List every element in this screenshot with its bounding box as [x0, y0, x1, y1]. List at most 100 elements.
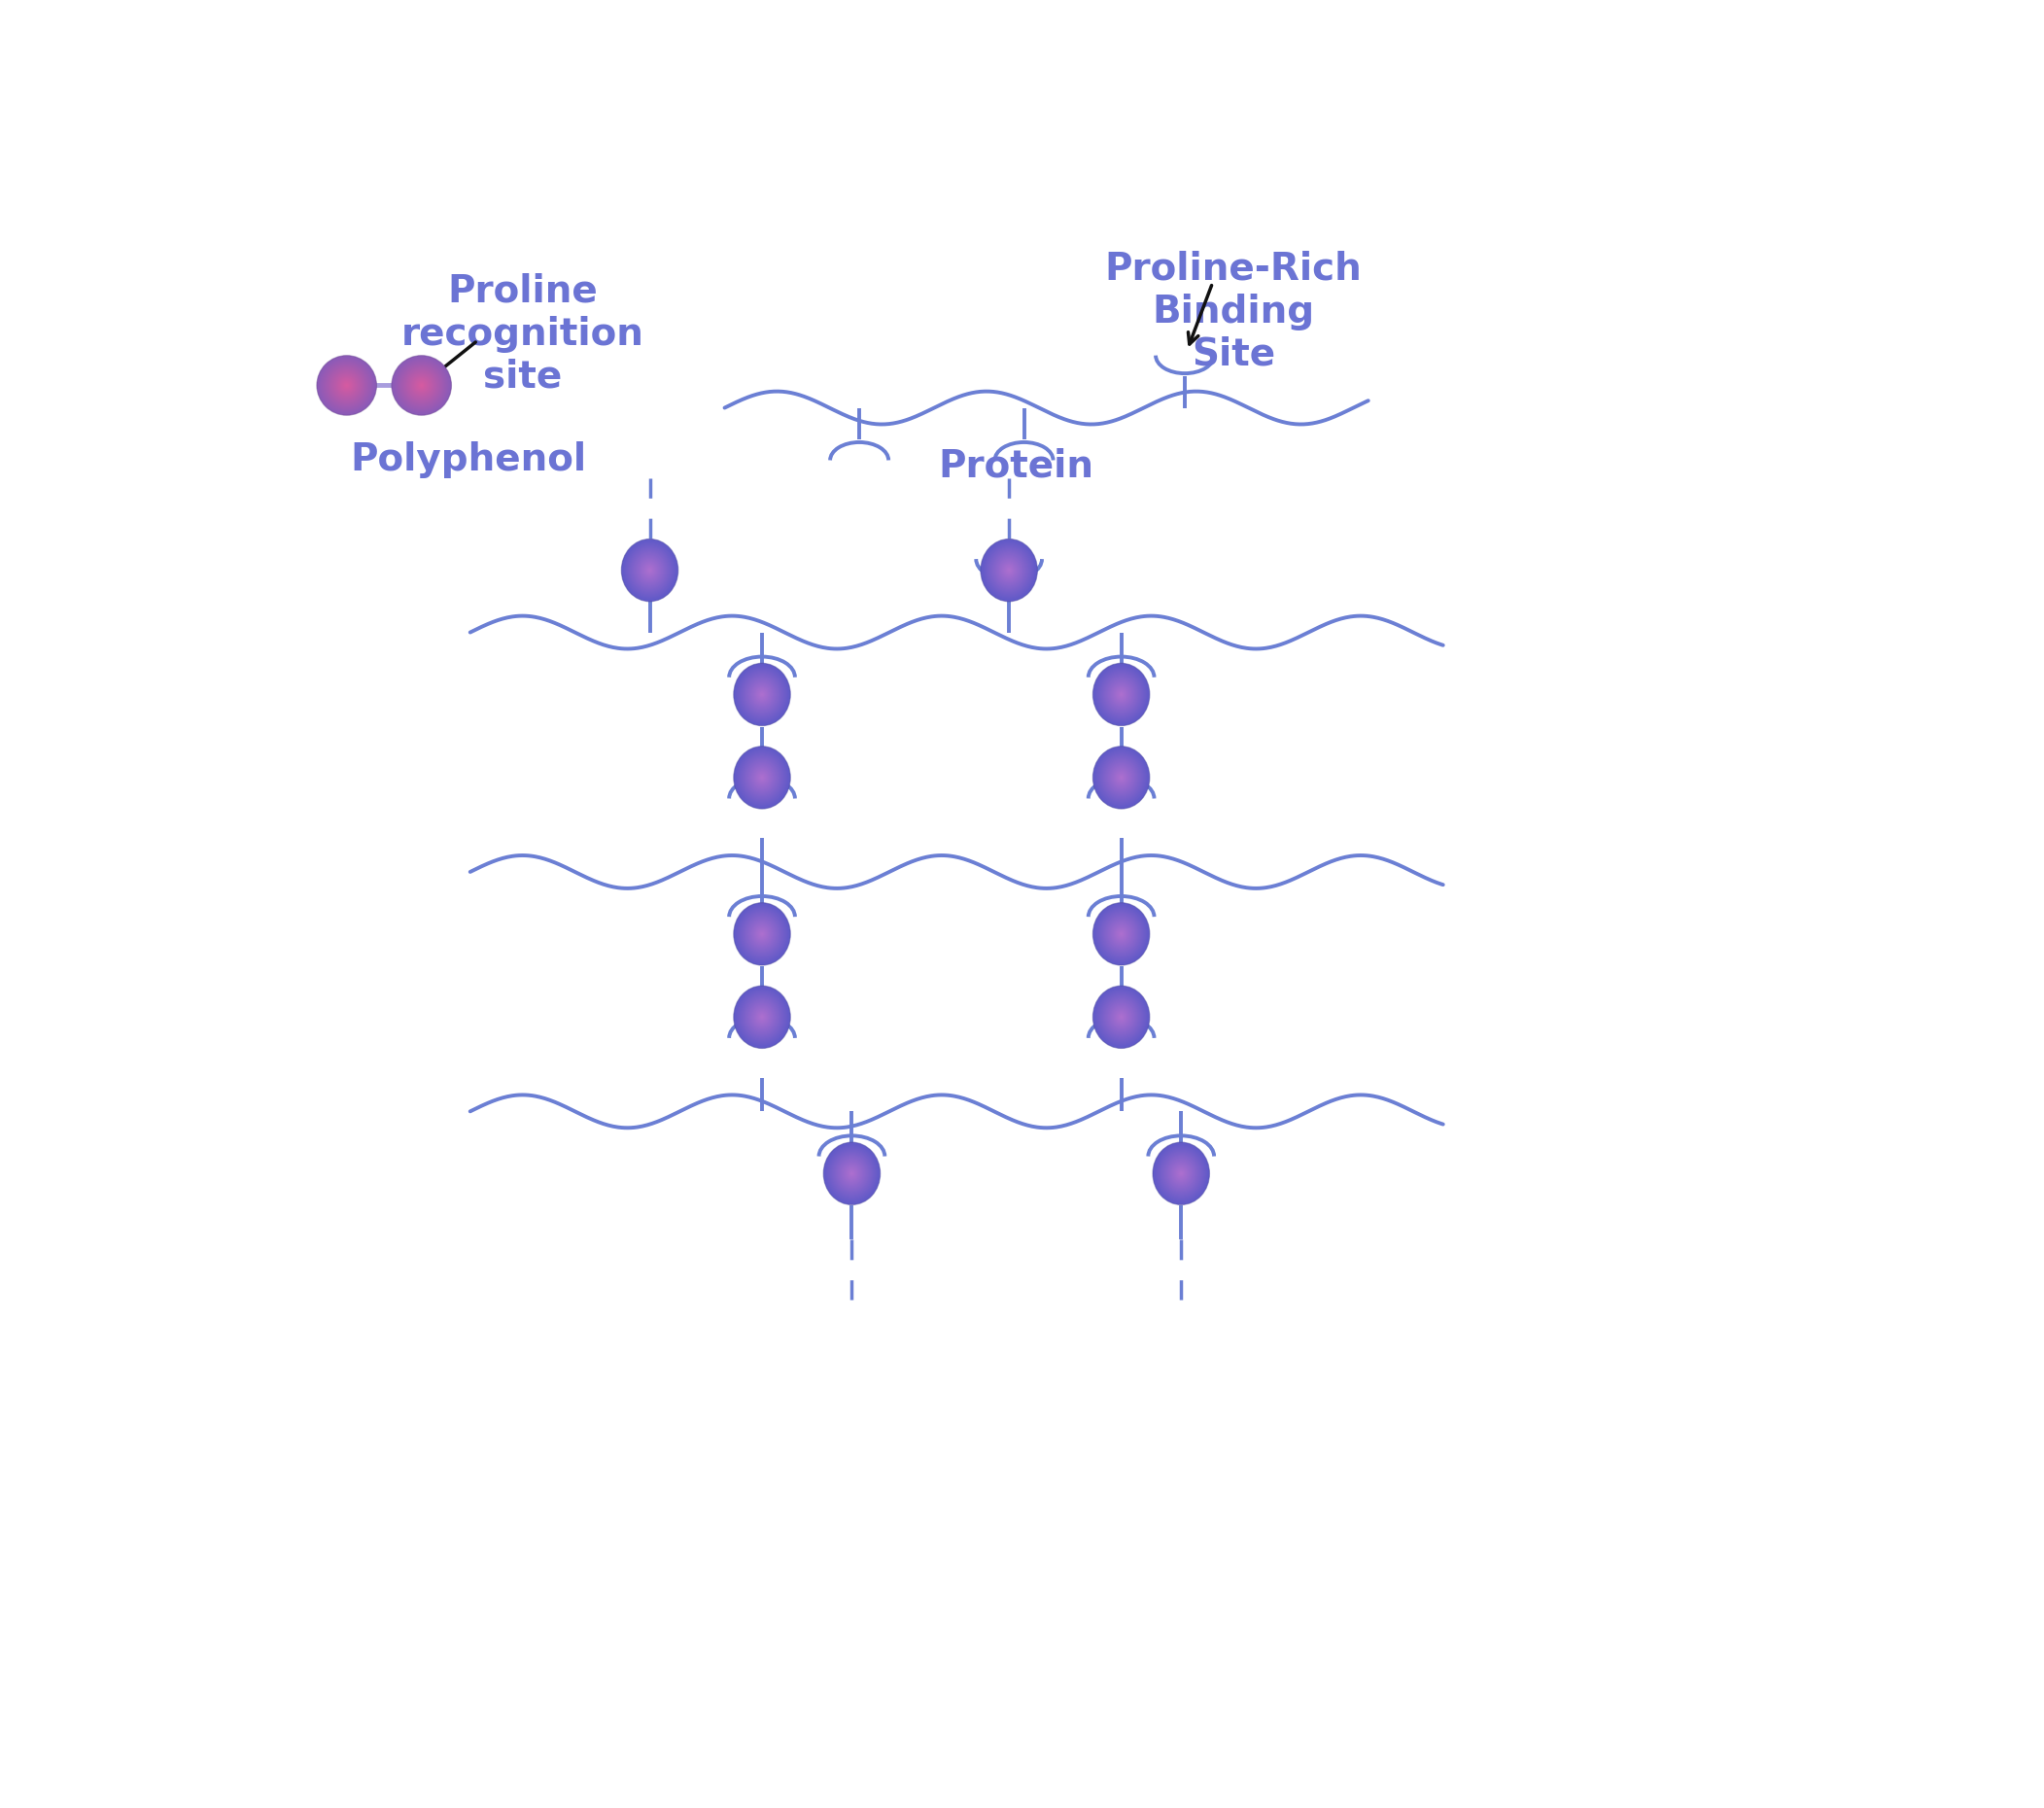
Ellipse shape [394, 358, 450, 414]
Ellipse shape [734, 985, 791, 1049]
Ellipse shape [1100, 754, 1143, 801]
Ellipse shape [754, 768, 771, 786]
Ellipse shape [752, 683, 773, 705]
Ellipse shape [1106, 759, 1136, 796]
Ellipse shape [1098, 908, 1145, 960]
Text: Protein: Protein [938, 448, 1094, 485]
Ellipse shape [1098, 667, 1147, 721]
Ellipse shape [748, 1002, 777, 1032]
Ellipse shape [317, 356, 376, 414]
Ellipse shape [642, 560, 658, 580]
Ellipse shape [754, 687, 771, 703]
Ellipse shape [1159, 1148, 1204, 1199]
Ellipse shape [834, 1154, 871, 1193]
Ellipse shape [1118, 691, 1124, 698]
Ellipse shape [1153, 1143, 1208, 1204]
Ellipse shape [1173, 1164, 1190, 1182]
Ellipse shape [748, 918, 777, 949]
Ellipse shape [636, 555, 664, 586]
Ellipse shape [744, 676, 779, 714]
Ellipse shape [832, 1152, 871, 1195]
Ellipse shape [738, 750, 787, 805]
Ellipse shape [991, 550, 1026, 589]
Ellipse shape [744, 758, 781, 799]
Ellipse shape [1120, 692, 1122, 696]
Ellipse shape [754, 1009, 771, 1025]
Ellipse shape [417, 381, 425, 389]
Ellipse shape [740, 909, 785, 958]
Ellipse shape [758, 931, 764, 937]
Ellipse shape [838, 1159, 865, 1188]
Ellipse shape [1098, 752, 1145, 803]
Ellipse shape [750, 765, 773, 790]
Ellipse shape [325, 363, 368, 407]
Ellipse shape [1110, 920, 1134, 947]
Ellipse shape [742, 756, 783, 799]
Ellipse shape [993, 553, 1024, 588]
Ellipse shape [319, 358, 374, 414]
Ellipse shape [407, 371, 437, 400]
Ellipse shape [746, 917, 779, 951]
Ellipse shape [760, 692, 764, 696]
Ellipse shape [752, 767, 771, 788]
Ellipse shape [1104, 915, 1139, 955]
Ellipse shape [1118, 691, 1124, 698]
Ellipse shape [327, 365, 366, 405]
Ellipse shape [636, 555, 662, 584]
Ellipse shape [744, 674, 781, 716]
Ellipse shape [1112, 1007, 1130, 1027]
Ellipse shape [1110, 1003, 1134, 1031]
Ellipse shape [750, 765, 775, 792]
Ellipse shape [736, 906, 787, 962]
Ellipse shape [317, 356, 376, 416]
Ellipse shape [392, 356, 452, 416]
Ellipse shape [744, 913, 781, 955]
Ellipse shape [744, 674, 781, 714]
Ellipse shape [1175, 1166, 1188, 1181]
Ellipse shape [1098, 752, 1145, 803]
Ellipse shape [756, 687, 769, 702]
Ellipse shape [1008, 568, 1012, 573]
Ellipse shape [646, 566, 654, 575]
Ellipse shape [1108, 680, 1134, 709]
Ellipse shape [754, 1007, 771, 1027]
Ellipse shape [632, 550, 668, 591]
Ellipse shape [397, 360, 448, 410]
Ellipse shape [1100, 671, 1143, 718]
Ellipse shape [1161, 1152, 1202, 1195]
Ellipse shape [1096, 749, 1149, 806]
Ellipse shape [738, 667, 787, 721]
Ellipse shape [1118, 774, 1124, 781]
Ellipse shape [1112, 924, 1130, 944]
Ellipse shape [1177, 1170, 1186, 1177]
Ellipse shape [987, 546, 1032, 595]
Ellipse shape [343, 381, 350, 389]
Ellipse shape [329, 367, 364, 403]
Ellipse shape [1098, 669, 1145, 720]
Ellipse shape [748, 1002, 775, 1032]
Ellipse shape [754, 924, 771, 944]
Ellipse shape [1108, 920, 1134, 949]
Ellipse shape [983, 541, 1036, 600]
Ellipse shape [742, 754, 783, 801]
Ellipse shape [1102, 756, 1141, 799]
Ellipse shape [630, 548, 670, 593]
Ellipse shape [1106, 917, 1136, 951]
Ellipse shape [415, 378, 429, 392]
Ellipse shape [1102, 913, 1141, 955]
Ellipse shape [734, 747, 789, 808]
Ellipse shape [1114, 687, 1128, 702]
Ellipse shape [756, 772, 766, 783]
Ellipse shape [1102, 758, 1141, 799]
Ellipse shape [1098, 669, 1145, 721]
Ellipse shape [985, 544, 1032, 597]
Ellipse shape [848, 1170, 854, 1177]
Ellipse shape [748, 761, 777, 794]
Ellipse shape [754, 926, 771, 942]
Ellipse shape [1177, 1168, 1186, 1179]
Ellipse shape [411, 374, 433, 396]
Ellipse shape [756, 928, 769, 942]
Ellipse shape [838, 1157, 867, 1190]
Ellipse shape [409, 372, 435, 398]
Ellipse shape [734, 664, 791, 725]
